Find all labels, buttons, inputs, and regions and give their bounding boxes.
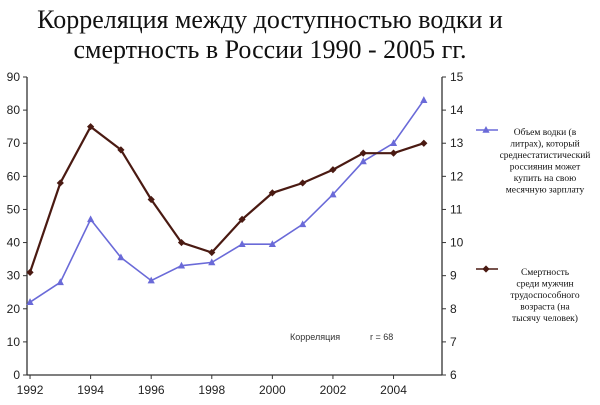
right-tick-label: 12	[450, 169, 464, 183]
x-tick-label: 1998	[198, 383, 225, 397]
series-1-point	[329, 190, 337, 198]
left-tick-label: 10	[7, 335, 21, 349]
legend-entry-2-line: тысячу человек)	[512, 313, 578, 324]
legend-marker-1	[482, 126, 490, 133]
series-1-point	[26, 298, 34, 305]
series-2-point	[87, 123, 95, 131]
series-2-point	[420, 139, 428, 147]
legend-entry-1-line: россиянин может	[510, 163, 581, 173]
series-lines	[26, 96, 428, 305]
correlation-label: Корреляция	[290, 332, 340, 342]
left-tick-label: 90	[7, 70, 21, 84]
legend-marker-2	[482, 265, 490, 273]
axes: 0 10 20 30 40 50 60 70 80 90 6 7 8 9 10 11 12 13 14 15 1992 1…	[7, 70, 464, 397]
series-1-point	[117, 253, 125, 261]
series-2-point	[117, 146, 125, 154]
right-tick-label: 14	[450, 103, 464, 117]
legend-entry-2-line: среди мужчин	[516, 280, 573, 290]
x-tick-label: 2004	[380, 383, 407, 397]
chart-title-line-2: смертность в России 1990 - 2005 гг.	[73, 35, 466, 64]
legend-entry-2-line: Смертность	[521, 268, 570, 278]
right-tick-label: 8	[450, 302, 457, 316]
correlation-value: r = 68	[370, 332, 393, 342]
legend-entry-1-line: Объем водки (в	[514, 127, 577, 138]
series-2-point	[299, 179, 307, 187]
legend-entry-2-line: трудоспособного	[510, 290, 579, 301]
series-1-point	[268, 240, 276, 248]
series-2-point	[147, 195, 155, 204]
legend-entry-1-line: литрах), который	[510, 139, 579, 150]
right-tick-label: 13	[450, 136, 464, 150]
series-1-point	[389, 139, 398, 147]
left-tick-label: 60	[7, 169, 21, 183]
right-tick-label: 10	[450, 236, 464, 250]
x-tick-label: 2000	[259, 383, 286, 397]
series-2-point	[208, 248, 216, 257]
left-tick-label: 80	[7, 103, 21, 117]
legend-entry-1-line: купить на свою	[514, 174, 576, 184]
correlation-annotation: Корреляция r = 68	[290, 332, 393, 342]
left-tick-label: 70	[7, 136, 21, 150]
series-2-point	[177, 238, 186, 247]
series-2-point	[389, 149, 398, 157]
left-tick-label: 50	[7, 202, 21, 216]
chart-title-line-1: Корреляция между доступностью водки и	[37, 5, 503, 34]
legend-entry-1-line: месячную зарплату	[506, 186, 585, 196]
series-2-point	[238, 215, 246, 223]
series-line-2	[28, 125, 425, 273]
legend-entry-1-line: среднестатистический	[500, 150, 591, 161]
x-tick-label: 2002	[320, 383, 347, 397]
legend-entry-2-line: возраста (на	[520, 302, 570, 313]
series-1-point	[420, 96, 428, 103]
right-tick-label: 9	[450, 269, 457, 283]
right-tick-label: 11	[450, 202, 463, 216]
series-1-point	[147, 276, 155, 284]
series-1-point	[208, 258, 216, 266]
right-tick-label: 7	[450, 335, 457, 349]
series-2-point	[329, 166, 337, 174]
series-1-point	[359, 157, 367, 165]
series-1-point	[56, 278, 64, 286]
right-tick-label: 15	[450, 70, 464, 84]
series-1-point	[238, 240, 246, 248]
x-tick-label: 1996	[138, 383, 165, 397]
right-tick-label: 6	[450, 368, 457, 382]
left-tick-label: 30	[7, 269, 21, 283]
series-2-point	[359, 149, 367, 157]
series-2-point	[26, 268, 34, 276]
left-tick-label: 0	[13, 368, 20, 382]
series-2-point	[56, 179, 64, 187]
left-tick-label: 40	[7, 236, 21, 250]
x-tick-label: 1992	[17, 383, 44, 397]
series-1-point	[299, 220, 307, 228]
series-1-point	[87, 215, 95, 223]
left-tick-label: 20	[7, 302, 21, 316]
series-1-point	[177, 261, 186, 269]
series-2-point	[268, 189, 276, 197]
x-tick-label: 1994	[77, 383, 104, 397]
chart-title: Корреляция между доступностью водки и см…	[37, 5, 503, 64]
series-line-1	[29, 99, 425, 303]
